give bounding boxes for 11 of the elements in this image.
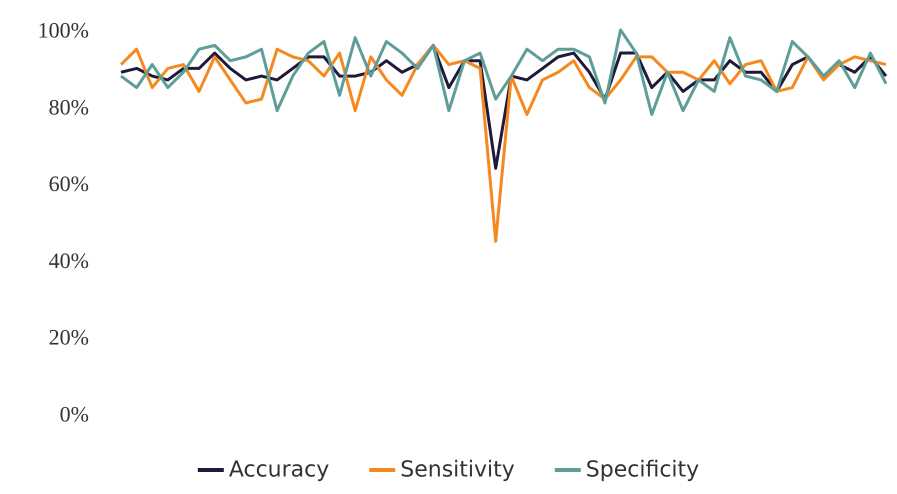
line-series — [120, 44, 888, 243]
y-tick-label: 80% — [48, 94, 89, 120]
legend-label: Sensitivity — [400, 458, 515, 482]
legend-label: Specificity — [586, 458, 700, 482]
y-tick-label: 0% — [60, 402, 89, 426]
y-tick-label: 100% — [38, 18, 89, 42]
y-tick-label: 20% — [48, 324, 89, 350]
legend-label: Accuracy — [228, 458, 330, 482]
line-series — [120, 28, 888, 116]
y-tick-label: 60% — [48, 171, 89, 196]
y-tick-label: 40% — [48, 248, 89, 273]
